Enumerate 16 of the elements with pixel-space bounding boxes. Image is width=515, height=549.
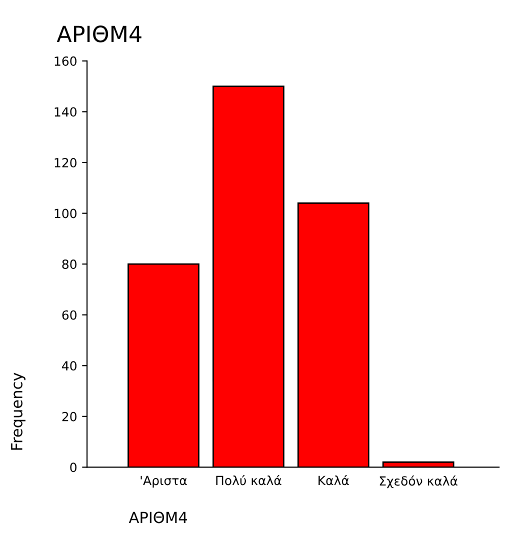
y-tick-label: 120 bbox=[54, 158, 76, 168]
y-tick-label: 20 bbox=[62, 412, 76, 422]
y-tick-label: 0 bbox=[70, 462, 76, 472]
x-tick-label: Σχεδόν καλά bbox=[380, 476, 458, 488]
x-tick-label: 'Αριστα bbox=[140, 476, 187, 488]
y-tick-label: 60 bbox=[62, 310, 76, 320]
y-axis-title: Frequency bbox=[11, 372, 26, 450]
x-tick-label: Καλά bbox=[318, 475, 349, 486]
y-tick-label: 80 bbox=[62, 260, 76, 269]
y-tick-label: 100 bbox=[54, 208, 76, 218]
chart-title: ΑΡΙΘΜ4 bbox=[56, 26, 142, 42]
y-tick-label: 140 bbox=[54, 107, 76, 117]
y-tick-label: 160 bbox=[54, 56, 76, 66]
x-tick-label: Πολύ καλά bbox=[216, 475, 282, 486]
y-tick-label: 40 bbox=[62, 361, 76, 371]
x-axis-title: ΑΡΙΘΜ4 bbox=[128, 512, 187, 524]
